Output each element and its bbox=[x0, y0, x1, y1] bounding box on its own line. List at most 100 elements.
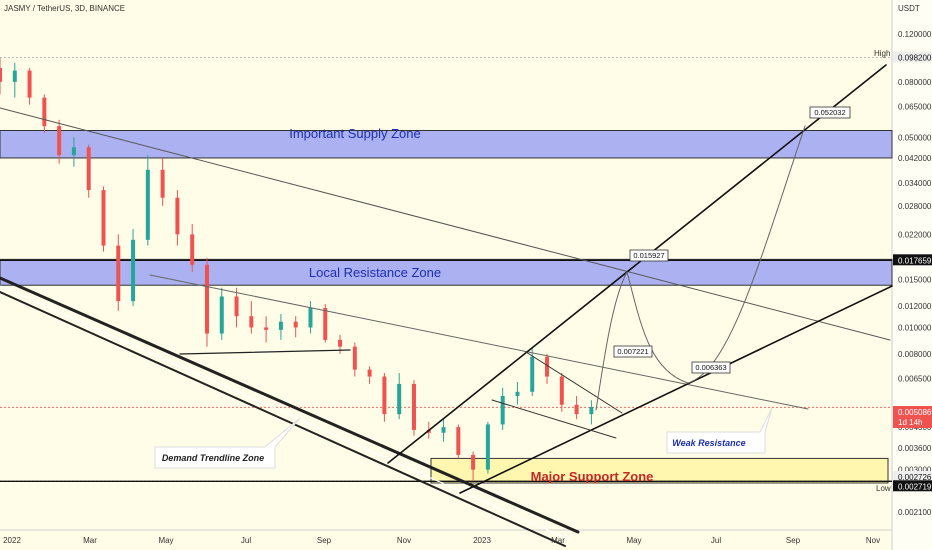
candle-body bbox=[86, 147, 91, 191]
point-label: 0.007221 bbox=[617, 347, 648, 356]
current-price-value: 0.005086 bbox=[898, 408, 932, 417]
weak-resistance-callout-text: Weak Resistance bbox=[672, 438, 745, 448]
x-tick-label: 2022 bbox=[3, 536, 21, 545]
y-tick-label: 0.006500 bbox=[898, 374, 932, 383]
y-tick-label: 0.028000 bbox=[898, 202, 932, 211]
y-tick-label: 0.002100 bbox=[898, 508, 932, 517]
zone-band bbox=[0, 129, 893, 159]
y-tick-badge bbox=[893, 480, 932, 492]
current-price-badge: 0.005086 1d 14h bbox=[893, 406, 932, 428]
y-tick-label: 0.010000 bbox=[898, 323, 932, 332]
x-tick-label: Mar bbox=[551, 536, 565, 545]
x-tick-label: Jul bbox=[241, 536, 251, 545]
y-tick-label: 0.080000 bbox=[898, 78, 932, 87]
y-tick-label: 0.003000 bbox=[898, 466, 932, 475]
candle-body bbox=[323, 307, 328, 340]
y-tick-label: 0.003600 bbox=[898, 444, 932, 453]
y-tick-label: 0.065000 bbox=[898, 102, 932, 111]
currency-label: USDT bbox=[898, 4, 920, 13]
candle-body bbox=[131, 239, 136, 302]
candle-body bbox=[145, 169, 150, 240]
y-tick-label: 0.022000 bbox=[898, 230, 932, 239]
candle-body bbox=[308, 307, 313, 328]
candle-body bbox=[500, 395, 505, 425]
candle-body bbox=[27, 70, 32, 98]
support-zone-label: Major Support Zone bbox=[531, 469, 654, 484]
candle-body bbox=[397, 383, 402, 415]
demand-trendline-edge bbox=[0, 291, 566, 547]
candle-body bbox=[190, 234, 195, 265]
point-label-box bbox=[613, 345, 653, 358]
wedge-top bbox=[525, 351, 623, 414]
x-tick-label: 2023 bbox=[473, 536, 491, 545]
x-tick-label: Sep bbox=[317, 536, 332, 545]
descending-channel-top bbox=[0, 107, 891, 341]
point-label: 0.015927 bbox=[633, 251, 664, 260]
high-marker: High bbox=[874, 49, 890, 58]
candle-body bbox=[12, 70, 17, 82]
candle-body bbox=[471, 454, 476, 470]
demand-trendline-outer bbox=[0, 276, 580, 534]
low-label: Low bbox=[876, 484, 891, 493]
candle-body bbox=[367, 369, 372, 377]
x-tick-label: Nov bbox=[397, 536, 411, 545]
point-label: 0.052032 bbox=[814, 108, 845, 117]
y-tick-label: 0.012000 bbox=[898, 302, 932, 311]
y-tick-badge bbox=[893, 470, 932, 482]
candle-body bbox=[456, 427, 461, 455]
candle-body bbox=[160, 169, 165, 198]
candle-body bbox=[382, 376, 387, 415]
high-label: High bbox=[874, 49, 890, 58]
zone-labels: Important Supply Zone Local Resistance Z… bbox=[289, 126, 653, 484]
x-tick-label: Jul bbox=[711, 536, 721, 545]
candle-body bbox=[559, 376, 564, 405]
candle-body bbox=[219, 296, 224, 334]
projection-path bbox=[595, 125, 806, 411]
x-tick-label: Mar bbox=[83, 536, 97, 545]
zone-band bbox=[0, 258, 893, 286]
x-tick-label: Nov bbox=[866, 536, 880, 545]
candle-body bbox=[101, 190, 106, 246]
y-tick-label: 0.017659 bbox=[898, 256, 932, 265]
resistance-zone-label: Local Resistance Zone bbox=[309, 265, 441, 280]
ascending-channel-bottom bbox=[459, 285, 893, 494]
candle-body bbox=[530, 356, 535, 392]
demand-callout-box bbox=[154, 417, 301, 469]
wedge-bottom bbox=[491, 399, 617, 439]
candle-body bbox=[57, 126, 62, 156]
chart-title: JASMY / TetherUS, 3D, BINANCE bbox=[4, 4, 125, 13]
candle-body bbox=[441, 427, 446, 433]
candle-body bbox=[264, 327, 269, 330]
y-tick-badge bbox=[893, 254, 932, 266]
y-tick-label: 0.098200 bbox=[898, 54, 932, 63]
y-tick-label: 0.015000 bbox=[898, 276, 932, 285]
x-tick-label: Sep bbox=[786, 536, 801, 545]
candle-body bbox=[116, 245, 121, 302]
neckline bbox=[179, 349, 351, 355]
y-tick-badge bbox=[893, 51, 932, 63]
projection-labels: 0.015927 0.007221 0.006363 0.052032 bbox=[613, 106, 851, 374]
y-tick-label: 0.042000 bbox=[898, 154, 932, 163]
levels-layer bbox=[0, 57, 892, 482]
demand-callout-text: Demand Trendline Zone bbox=[162, 453, 264, 463]
x-axis[interactable]: 2022 Mar May Jul Sep Nov 2023 Mar May Jul Sep Nov bbox=[3, 536, 880, 545]
y-tick-label: 0.120000 bbox=[898, 30, 932, 39]
zone-band bbox=[430, 457, 889, 484]
candle-body bbox=[411, 383, 416, 430]
candle-body bbox=[485, 424, 490, 470]
candle-body bbox=[589, 406, 594, 415]
candle-body bbox=[175, 197, 180, 235]
point-label-box bbox=[691, 361, 731, 374]
trendlines bbox=[0, 64, 893, 547]
point-label: 0.006363 bbox=[695, 363, 726, 372]
candle-body bbox=[0, 67, 2, 82]
point-label-box bbox=[629, 249, 669, 262]
point-label-box bbox=[809, 106, 851, 119]
candle-body bbox=[338, 339, 343, 347]
current-price-badge-bg bbox=[893, 406, 932, 428]
candle-body bbox=[42, 97, 47, 127]
x-tick-label: May bbox=[158, 536, 173, 545]
weak-resistance-callout: Weak Resistance bbox=[666, 407, 773, 454]
weak-resistance-callout-box bbox=[666, 407, 773, 454]
